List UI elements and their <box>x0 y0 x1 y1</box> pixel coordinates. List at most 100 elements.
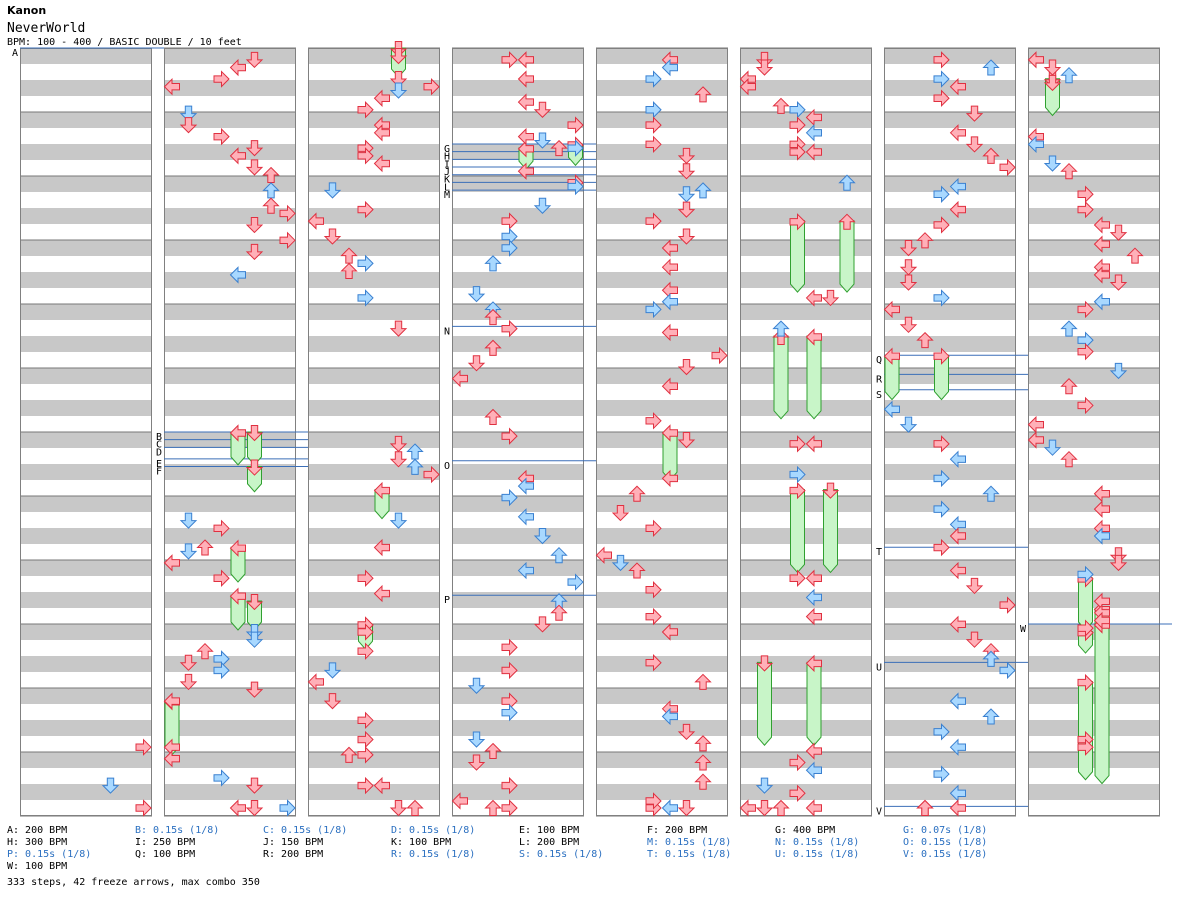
arrow-icon-red <box>982 147 1000 164</box>
arrow-icon-red <box>916 232 934 249</box>
arrow-icon-blue <box>999 661 1016 680</box>
arrow-icon-red <box>677 201 696 218</box>
arrow-icon-blue <box>1060 320 1078 337</box>
beat-stripe <box>740 112 872 128</box>
arrow-icon-red <box>245 425 264 442</box>
arrow-icon-red <box>1093 235 1110 253</box>
beat-stripe <box>20 304 152 320</box>
beat-stripe <box>1028 368 1160 384</box>
arrow-icon-blue <box>933 289 950 307</box>
legend-entry: P: 0.15s (1/8) <box>7 849 92 860</box>
beat-stripe <box>164 464 296 480</box>
arrow-icon-red <box>373 89 390 107</box>
arrow-icon-red <box>711 346 728 365</box>
beat-stripe <box>596 80 728 96</box>
arrow-icon-red <box>899 316 918 334</box>
beat-stripe <box>20 80 152 96</box>
beat-stripe <box>1028 48 1160 64</box>
arrow-icon-red <box>595 546 612 564</box>
arrow-icon-red <box>677 359 696 376</box>
arrow-icon-blue <box>982 485 1000 502</box>
speed-marker-label: C <box>156 440 162 451</box>
arrow-icon-blue <box>1027 135 1044 154</box>
arrow-icon-blue <box>533 197 552 214</box>
speed-marker-label: O <box>444 461 450 472</box>
arrow-icon-blue <box>1077 565 1094 584</box>
speed-marker-label: V <box>876 806 882 817</box>
arrow-icon-red <box>916 799 934 816</box>
beat-stripe <box>20 368 152 384</box>
arrow-icon-red <box>163 78 180 96</box>
legend-entry: R: 200 BPM <box>263 849 324 860</box>
beat-stripe <box>740 624 872 640</box>
arrow-icon-red <box>357 200 374 219</box>
arrow-icon-blue <box>899 416 918 433</box>
freeze-arrow-icon <box>806 661 822 746</box>
beat-stripe <box>740 464 872 480</box>
beat-stripe <box>596 720 728 736</box>
arrow-icon-red <box>645 212 662 230</box>
beat-stripe <box>452 432 584 448</box>
arrow-icon-red <box>805 143 822 161</box>
arrow-icon-red <box>1093 611 1110 630</box>
beat-stripe <box>452 48 584 64</box>
arrow-icon-blue <box>279 799 296 817</box>
column-border <box>596 48 728 816</box>
arrow-icon-red <box>645 519 662 538</box>
speed-marker-label: F <box>156 467 162 478</box>
arrow-icon-red <box>467 355 486 372</box>
beat-stripe <box>884 656 1016 672</box>
beat-stripe <box>1028 80 1160 96</box>
arrow-icon-red <box>1093 485 1110 503</box>
arrow-icon-blue <box>933 765 950 783</box>
freeze-arrow-icon <box>806 335 822 420</box>
beat-stripe <box>1028 656 1160 672</box>
beat-stripe <box>20 240 152 256</box>
arrow-icon-red <box>279 204 296 223</box>
beat-stripe <box>596 784 728 800</box>
arrow-icon-blue <box>533 528 552 545</box>
beat-stripe <box>20 144 152 160</box>
arrow-icon-blue <box>1093 293 1110 311</box>
beat-stripe <box>596 688 728 704</box>
beat-stripe <box>1028 400 1160 416</box>
arrow-icon-red <box>484 408 502 425</box>
arrow-icon-red <box>484 799 502 816</box>
beat-stripe <box>20 432 152 448</box>
arrow-icon-red <box>389 800 408 817</box>
arrow-icon-blue <box>933 70 950 88</box>
beat-stripe <box>884 144 1016 160</box>
beat-stripe <box>164 624 296 640</box>
arrow-icon-blue <box>501 488 518 507</box>
legend-entry: B: 0.15s (1/8) <box>135 825 220 836</box>
beat-stripe <box>884 272 1016 288</box>
arrow-icon-blue <box>1109 362 1128 380</box>
arrow-icon-red <box>1126 247 1144 264</box>
arrow-icon-blue <box>467 286 486 303</box>
arrow-icon-red <box>661 469 678 488</box>
arrow-icon-red <box>805 108 822 127</box>
chart-column: QRS T U V <box>876 47 1028 817</box>
arrow-icon-red <box>501 427 518 445</box>
arrow-icon-blue <box>467 677 486 694</box>
arrow-icon-red <box>933 538 950 557</box>
beat-stripe <box>596 272 728 288</box>
arrow-icon-blue <box>1093 527 1110 545</box>
beat-stripe <box>452 688 584 704</box>
arrow-icon-red <box>883 347 900 365</box>
legend-entry: Q: 100 BPM <box>135 849 196 860</box>
beat-stripe <box>164 784 296 800</box>
beat-stripe <box>1028 336 1160 352</box>
arrow-icon-red <box>677 147 696 165</box>
beat-stripe <box>596 176 728 192</box>
arrow-icon-red <box>229 147 246 165</box>
beat-stripe <box>740 400 872 416</box>
beat-stripe <box>20 688 152 704</box>
beat-stripe <box>1028 688 1160 704</box>
speed-marker-label: G <box>444 144 450 155</box>
legend-entry: U: 0.15s (1/8) <box>775 849 860 860</box>
arrow-icon-red <box>1077 396 1094 415</box>
arrow-icon-red <box>163 692 180 710</box>
arrow-icon-red <box>805 289 822 307</box>
